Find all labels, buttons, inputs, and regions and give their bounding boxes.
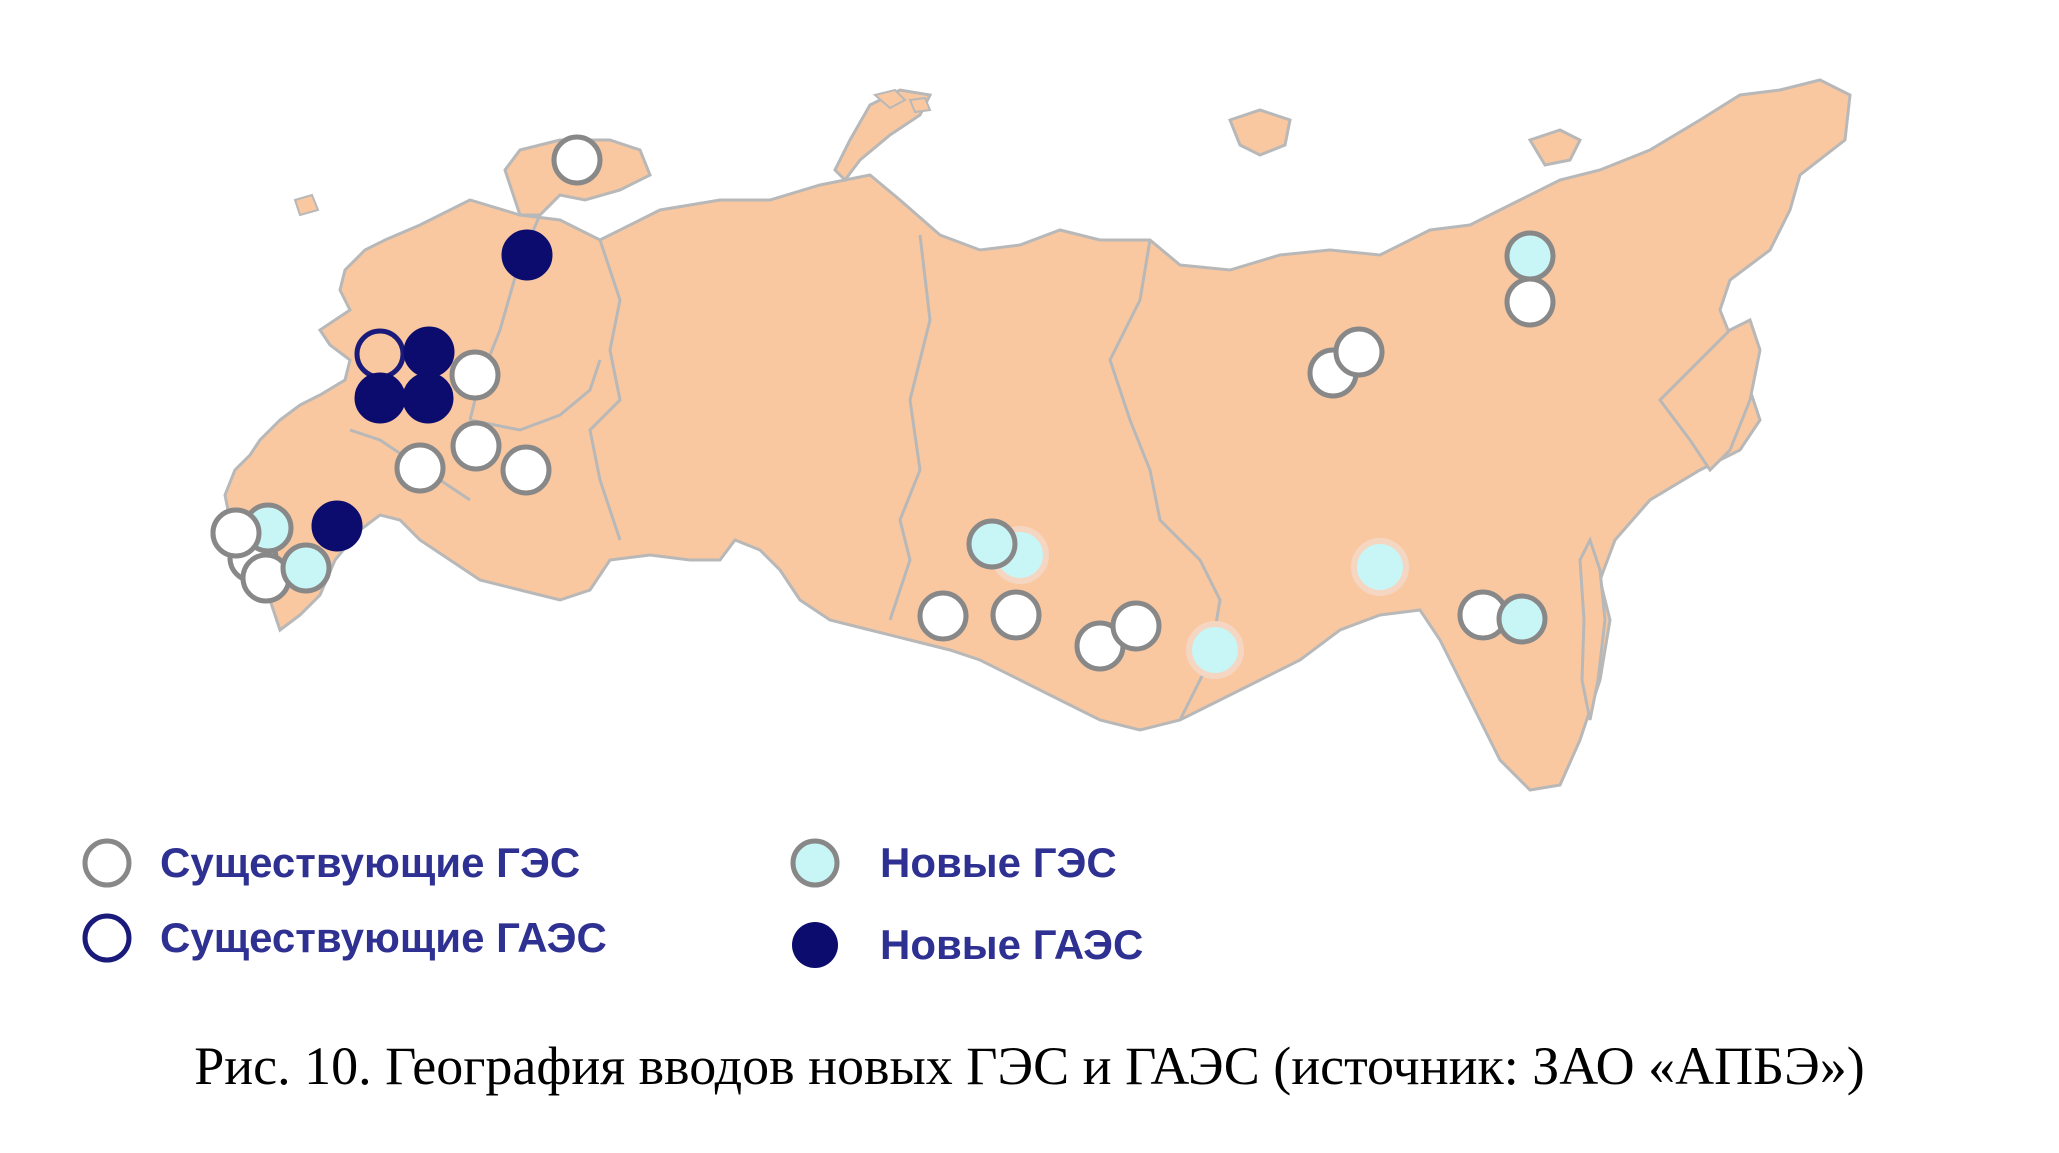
legend-existing-pspp-label: Существующие ГАЭС (160, 914, 607, 961)
severnaya-zemlya (1228, 108, 1292, 157)
legend-existing-hpp-label: Существующие ГЭС (160, 839, 581, 886)
existing-pspp-legend-icon (82, 913, 132, 963)
legend-new-hpp-label: Новые ГЭС (880, 839, 1117, 886)
existing-hpp-15 (1504, 276, 1556, 328)
existing-hpp-legend-icon (82, 838, 132, 888)
existing-hpp-14 (1333, 326, 1385, 378)
new-hpp-markers (242, 230, 1556, 645)
new-pspp-5 (311, 500, 363, 552)
new-pspp-markers (311, 229, 553, 552)
figure-caption: Рис. 10. География вводов новых ГЭС и ГА… (194, 1036, 1865, 1096)
legend-new-hpp: Новые ГЭС (790, 838, 1117, 888)
new-hpp-glow-3 (1351, 538, 1409, 596)
existing-pspp-markers (354, 328, 406, 380)
existing-hpp-3 (450, 420, 502, 472)
legend-new-pspp-label: Новые ГАЭС (880, 921, 1144, 968)
new-hpp-3 (966, 518, 1018, 570)
border-ural (588, 239, 622, 541)
new-siberian-islands (1527, 128, 1583, 167)
sakhalin (1578, 536, 1607, 721)
new-hpp-2 (280, 542, 332, 594)
territory (223, 78, 1852, 792)
new-pspp-3 (354, 372, 406, 424)
existing-hpp-10 (990, 589, 1042, 641)
new-hpp-4 (1504, 230, 1556, 282)
new-pspp-1 (501, 229, 553, 281)
existing-hpp-2 (449, 349, 501, 401)
legend-existing-hpp: Существующие ГЭС (82, 838, 580, 888)
existing-hpp-1 (551, 134, 603, 186)
franz-josef-land (872, 88, 932, 114)
border-siberia (888, 234, 932, 621)
existing-hpp-12 (1110, 600, 1162, 652)
kaliningrad (293, 193, 320, 217)
new-pspp-legend-icon (792, 922, 838, 968)
new-hpp-5 (1496, 593, 1548, 645)
existing-hpp-overlap (210, 507, 262, 559)
legend-new-pspp: Новые ГАЭС (790, 920, 1143, 970)
border-volga (469, 359, 602, 432)
new-hpp-legend-icon (790, 838, 840, 888)
new-hpp-glow-2 (1186, 621, 1244, 679)
existing-hpp-17 (210, 507, 262, 559)
existing-hpp-9 (917, 590, 969, 642)
glow-markers (991, 526, 1409, 679)
novaya-zemlya (833, 88, 933, 183)
new-pspp-2 (403, 326, 455, 378)
new-pspp-4 (402, 372, 454, 424)
existing-pspp-1 (354, 328, 406, 380)
legend-existing-pspp: Существующие ГАЭС (82, 913, 607, 963)
existing-hpp-4 (394, 442, 446, 494)
existing-hpp-5 (500, 444, 552, 496)
kamchatka (1658, 317, 1762, 473)
